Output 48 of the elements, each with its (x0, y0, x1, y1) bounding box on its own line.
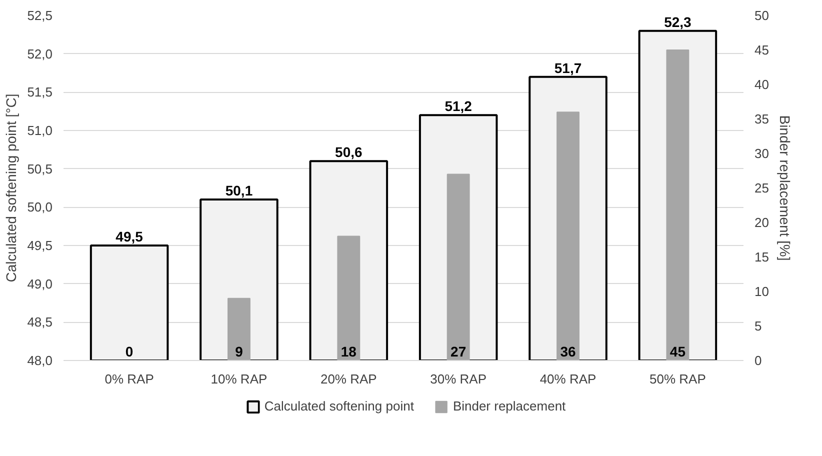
y2-tick-label: 45 (754, 42, 769, 58)
y2-tick-label: 25 (754, 180, 769, 196)
y2-tick-label: 40 (754, 77, 769, 92)
y2-tick-label: 10 (754, 284, 769, 299)
data-label: 50,6 (335, 144, 362, 160)
x-tick-label: 0% RAP (104, 372, 154, 386)
data-label: 50,1 (225, 182, 253, 198)
y-tick-label: 51,5 (27, 84, 53, 100)
x-tick-label: 30% RAP (430, 372, 487, 386)
data-label: 51,7 (554, 60, 582, 76)
y2-axis-title: Binder replacement [%] (776, 115, 793, 261)
bar (556, 112, 580, 360)
data-label: 9 (235, 344, 244, 360)
y-tick-label: 49,0 (27, 276, 53, 292)
data-label: 45 (670, 344, 686, 360)
y2-tick-label: 30 (754, 146, 769, 161)
y-tick-label: 48,5 (27, 314, 53, 330)
y-tick-label: 50,5 (27, 161, 53, 176)
y-axis-title: Calculated softening point [°C] (3, 94, 20, 282)
bar (446, 174, 470, 360)
y-tick-label: 52,5 (27, 8, 53, 23)
y2-tick-label: 20 (754, 215, 769, 230)
y-tick-label: 49,5 (27, 238, 53, 253)
y2-tick-label: 35 (754, 112, 769, 126)
y2-tick-label: 0 (754, 353, 762, 368)
data-label: 36 (560, 344, 576, 360)
x-tick-label: 10% RAP (210, 372, 268, 386)
bar (337, 236, 360, 360)
x-tick-label: 50% RAP (650, 372, 706, 386)
legend-label: Binder replacement (452, 398, 566, 414)
x-tick-label: 20% RAP (320, 372, 377, 386)
y2-tick-label: 15 (754, 250, 769, 264)
y-tick-label: 52,0 (27, 46, 53, 62)
data-label: 52,3 (664, 14, 692, 30)
bar (666, 50, 690, 360)
y2-tick-label: 5 (754, 318, 762, 334)
legend-label: Calculated softening point (264, 398, 414, 414)
y-tick-label: 51,0 (27, 123, 53, 138)
data-label: 18 (340, 344, 357, 360)
x-tick-label: 40% RAP (540, 372, 596, 386)
data-label: 51,2 (444, 98, 472, 114)
y2-tick-label: 50 (754, 8, 769, 23)
bar (228, 298, 250, 360)
y-tick-label: 48,0 (27, 353, 53, 368)
data-label: 0 (125, 344, 134, 360)
y-tick-label: 50,0 (27, 200, 53, 215)
data-label: 27 (450, 344, 466, 360)
data-label: 49,5 (116, 228, 144, 244)
